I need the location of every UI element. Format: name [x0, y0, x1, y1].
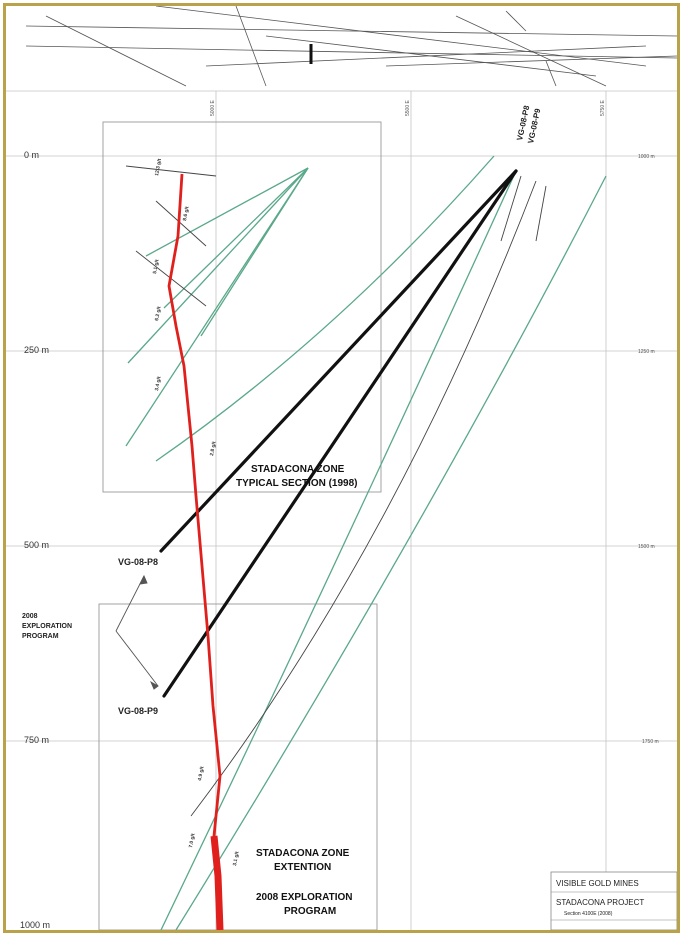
svg-text:2.8 g/t: 2.8 g/t	[209, 441, 217, 457]
hole-label-lower: VG-08-P9	[118, 706, 158, 716]
svg-text:8.6 g/t: 8.6 g/t	[182, 206, 190, 222]
assay-annotations: 12.3 g/t 8.6 g/t 5.1 g/t 6.2 g/t 3.4 g/t…	[152, 158, 240, 866]
plan-view-strip	[25, 6, 677, 87]
program-arrows	[115, 574, 159, 690]
svg-text:7.0 g/t: 7.0 g/t	[188, 833, 196, 849]
svg-text:3.4 g/t: 3.4 g/t	[154, 376, 162, 392]
planned-hole-vg-08-p8	[159, 169, 518, 553]
cross-section-diagram: 12.3 g/t 8.6 g/t 5.1 g/t 6.2 g/t 3.4 g/t…	[6, 6, 677, 930]
historic-hole	[160, 170, 517, 930]
program-label-line1: 2008	[22, 613, 38, 620]
other-holes	[125, 165, 547, 817]
easting-label: 5500 E	[405, 99, 411, 116]
svg-text:5.1 g/t: 5.1 g/t	[152, 259, 160, 275]
zone-trace-thick	[210, 835, 224, 930]
historic-hole	[125, 167, 309, 447]
figure-frame: 12.3 g/t 8.6 g/t 5.1 g/t 6.2 g/t 3.4 g/t…	[3, 3, 680, 933]
exploration-label-1: 2008 EXPLORATION	[256, 892, 353, 903]
historic-hole	[155, 155, 495, 462]
historic-hole	[127, 167, 309, 364]
program-label-line3: PROGRAM	[22, 633, 59, 640]
svg-text:12.3 g/t: 12.3 g/t	[154, 158, 163, 176]
title-project: STADACONA PROJECT	[556, 898, 644, 907]
elevation-label: 1000 m	[638, 154, 655, 160]
historic-hole	[145, 167, 309, 257]
easting-label: 5000 E	[210, 99, 216, 116]
typical-section-box	[102, 121, 382, 493]
grid	[6, 90, 677, 930]
planned-hole-vg-08-p9	[162, 169, 518, 698]
extension-label-1: STADACONA ZONE	[256, 848, 350, 859]
historic-hole	[163, 167, 309, 309]
title-company: VISIBLE GOLD MINES	[556, 879, 639, 888]
typical-zone-label-1: STADACONA ZONE	[251, 464, 345, 475]
exploration-label-2: PROGRAM	[284, 906, 336, 917]
elevation-label: 1750 m	[642, 739, 659, 745]
planned-drill-holes	[159, 169, 518, 698]
zone-trace	[167, 173, 222, 930]
depth-label-1000: 1000 m	[20, 920, 50, 930]
hole-label-upper: VG-08-P8	[118, 557, 158, 567]
typical-zone-label-2: TYPICAL SECTION (1998)	[236, 478, 358, 489]
extension-box	[98, 603, 378, 930]
program-label-line2: EXPLORATION	[22, 623, 72, 630]
svg-text:4.9 g/t: 4.9 g/t	[197, 766, 205, 782]
elevation-label: 1500 m	[638, 544, 655, 550]
extension-label-2: EXTENTION	[274, 862, 331, 873]
historic-drill-holes	[125, 155, 607, 930]
depth-label-0: 0 m	[24, 150, 39, 160]
depth-label-250: 250 m	[24, 345, 49, 355]
historic-hole	[175, 175, 607, 930]
title-section: Section 4100E (2008)	[564, 911, 613, 917]
svg-text:3.1 g/t: 3.1 g/t	[232, 851, 240, 867]
depth-label-500: 500 m	[24, 540, 49, 550]
easting-label: 5750 E	[600, 99, 606, 116]
elevation-label: 1250 m	[638, 349, 655, 355]
title-block: VISIBLE GOLD MINES STADACONA PROJECT Sec…	[550, 871, 677, 930]
svg-text:6.2 g/t: 6.2 g/t	[154, 306, 162, 322]
depth-label-750: 750 m	[24, 735, 49, 745]
section-boxes	[98, 121, 382, 930]
